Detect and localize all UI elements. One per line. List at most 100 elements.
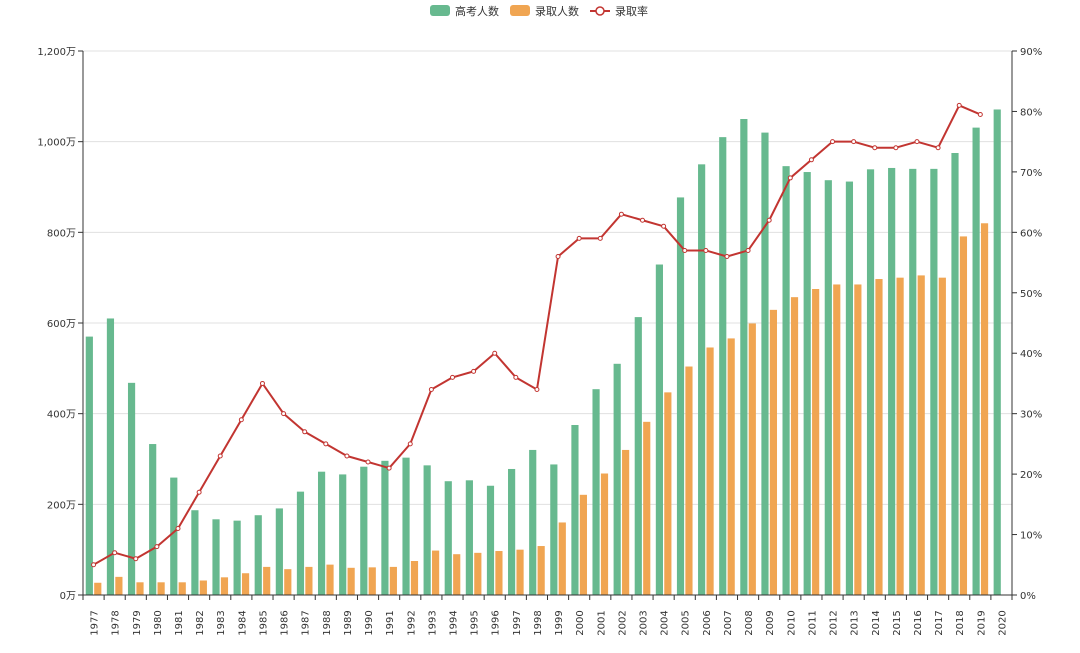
point-录取率-2017 bbox=[935, 145, 941, 151]
bar-高考人数-1982 bbox=[191, 510, 199, 595]
x-tick-label: 1997 bbox=[512, 610, 523, 635]
bar-高考人数-2014 bbox=[866, 169, 875, 595]
point-录取率-2012 bbox=[830, 139, 836, 145]
bar-录取人数-1986 bbox=[284, 569, 292, 595]
bar-录取人数-1980 bbox=[157, 582, 165, 595]
point-录取率-1984 bbox=[238, 417, 244, 423]
bar-录取人数-1989 bbox=[347, 567, 355, 595]
x-tick-label: 1986 bbox=[280, 610, 291, 635]
bar-高考人数-2016 bbox=[909, 168, 917, 595]
point-录取率-2018 bbox=[956, 102, 962, 108]
bar-高考人数-1992 bbox=[402, 457, 410, 595]
bar-高考人数-2015 bbox=[888, 167, 896, 595]
y-right-tick-label: 80% bbox=[1020, 107, 1042, 118]
bar-高考人数-1985 bbox=[254, 515, 262, 595]
y-left-tick-label: 0万 bbox=[60, 591, 76, 602]
bar-高考人数-2013 bbox=[845, 181, 854, 595]
bar-录取人数-2019 bbox=[980, 223, 989, 595]
bar-高考人数-2003 bbox=[634, 317, 642, 595]
y-right-tick-label: 0% bbox=[1020, 591, 1036, 602]
x-tick-label: 2012 bbox=[829, 610, 840, 635]
point-录取率-2004 bbox=[661, 223, 667, 229]
point-录取率-2015 bbox=[893, 145, 899, 151]
bar-高考人数-1984 bbox=[233, 520, 241, 595]
bar-录取人数-1981 bbox=[178, 582, 186, 595]
legend-marker-录取率 bbox=[595, 6, 605, 16]
point-录取率-1996 bbox=[492, 350, 498, 356]
x-tick-label: 1984 bbox=[237, 610, 248, 635]
bar-录取人数-1997 bbox=[516, 549, 524, 595]
bar-高考人数-1990 bbox=[360, 466, 368, 595]
bar-录取人数-2002 bbox=[622, 449, 630, 595]
x-tick-label: 2013 bbox=[850, 610, 861, 635]
bar-录取人数-2008 bbox=[748, 323, 756, 595]
point-录取率-1977 bbox=[91, 562, 97, 568]
bar-高考人数-2009 bbox=[761, 132, 769, 595]
bar-录取人数-2007 bbox=[727, 338, 735, 595]
bar-高考人数-1999 bbox=[550, 464, 558, 595]
point-录取率-1987 bbox=[302, 429, 308, 435]
point-录取率-1986 bbox=[281, 411, 287, 417]
bar-录取人数-1977 bbox=[94, 582, 102, 595]
y-right-tick-label: 20% bbox=[1020, 470, 1042, 481]
point-录取率-2019 bbox=[977, 111, 983, 117]
bar-录取人数-2013 bbox=[854, 284, 862, 595]
bar-录取人数-1978 bbox=[115, 576, 123, 595]
bar-series-layer bbox=[85, 109, 1001, 596]
point-录取率-1991 bbox=[386, 465, 392, 471]
bar-录取人数-2009 bbox=[769, 309, 778, 595]
point-录取率-2002 bbox=[618, 211, 624, 217]
x-tick-label: 1981 bbox=[174, 610, 185, 635]
y-left-tick-label: 1,200万 bbox=[37, 47, 76, 58]
point-录取率-2008 bbox=[745, 247, 751, 253]
bar-录取人数-2004 bbox=[664, 392, 672, 595]
x-tick-label: 2014 bbox=[871, 610, 882, 635]
x-tick-label: 1994 bbox=[448, 610, 459, 635]
x-tick-label: 2005 bbox=[681, 610, 692, 635]
bar-录取人数-1985 bbox=[263, 566, 271, 595]
x-tick-label: 2001 bbox=[596, 610, 607, 635]
x-tick-label: 2003 bbox=[639, 610, 650, 635]
x-tick-label: 1998 bbox=[533, 610, 544, 635]
bar-录取人数-1999 bbox=[558, 522, 566, 595]
x-tick-label: 1980 bbox=[153, 610, 164, 635]
x-tick-label: 1979 bbox=[132, 610, 143, 635]
x-tick-label: 1985 bbox=[258, 610, 269, 635]
bar-高考人数-2017 bbox=[930, 168, 938, 595]
y-left-tick-label: 400万 bbox=[47, 410, 76, 421]
bar-高考人数-2012 bbox=[824, 180, 832, 595]
x-tick-label: 2009 bbox=[765, 610, 776, 635]
point-录取率-2001 bbox=[597, 235, 603, 241]
bar-录取人数-1995 bbox=[474, 552, 482, 595]
x-tick-label: 2004 bbox=[660, 610, 671, 635]
x-tick-label: 2018 bbox=[955, 610, 966, 635]
bar-录取人数-2006 bbox=[706, 347, 714, 595]
point-录取率-1980 bbox=[154, 544, 160, 550]
point-录取率-2003 bbox=[640, 217, 646, 223]
bar-高考人数-2006 bbox=[698, 164, 706, 596]
y-right-tick-label: 90% bbox=[1020, 47, 1042, 58]
x-tick-label: 1999 bbox=[554, 610, 565, 635]
bar-录取人数-2017 bbox=[938, 277, 946, 595]
point-录取率-1998 bbox=[534, 386, 540, 392]
legend-label-录取率: 录取率 bbox=[615, 4, 648, 18]
bar-录取人数-1991 bbox=[389, 566, 397, 595]
y-right-tick-label: 30% bbox=[1020, 410, 1042, 421]
point-录取率-1994 bbox=[449, 374, 455, 380]
line-series-layer bbox=[91, 102, 983, 568]
bar-录取人数-2010 bbox=[790, 297, 799, 595]
point-录取率-1995 bbox=[471, 368, 477, 374]
legend-label-录取人数: 录取人数 bbox=[535, 5, 579, 18]
point-录取率-2013 bbox=[851, 139, 857, 145]
y-right-tick-label: 70% bbox=[1020, 168, 1042, 179]
bar-高考人数-2005 bbox=[676, 197, 685, 595]
x-tick-label: 1993 bbox=[427, 610, 438, 635]
point-录取率-1988 bbox=[323, 441, 329, 447]
bar-高考人数-1986 bbox=[275, 508, 283, 595]
bar-录取人数-2015 bbox=[896, 277, 904, 595]
x-tick-label: 1983 bbox=[216, 610, 227, 635]
point-录取率-2006 bbox=[703, 247, 709, 253]
legend[interactable]: 高考人数 录取人数 录取率 bbox=[430, 4, 648, 18]
bar-高考人数-1988 bbox=[317, 471, 326, 595]
